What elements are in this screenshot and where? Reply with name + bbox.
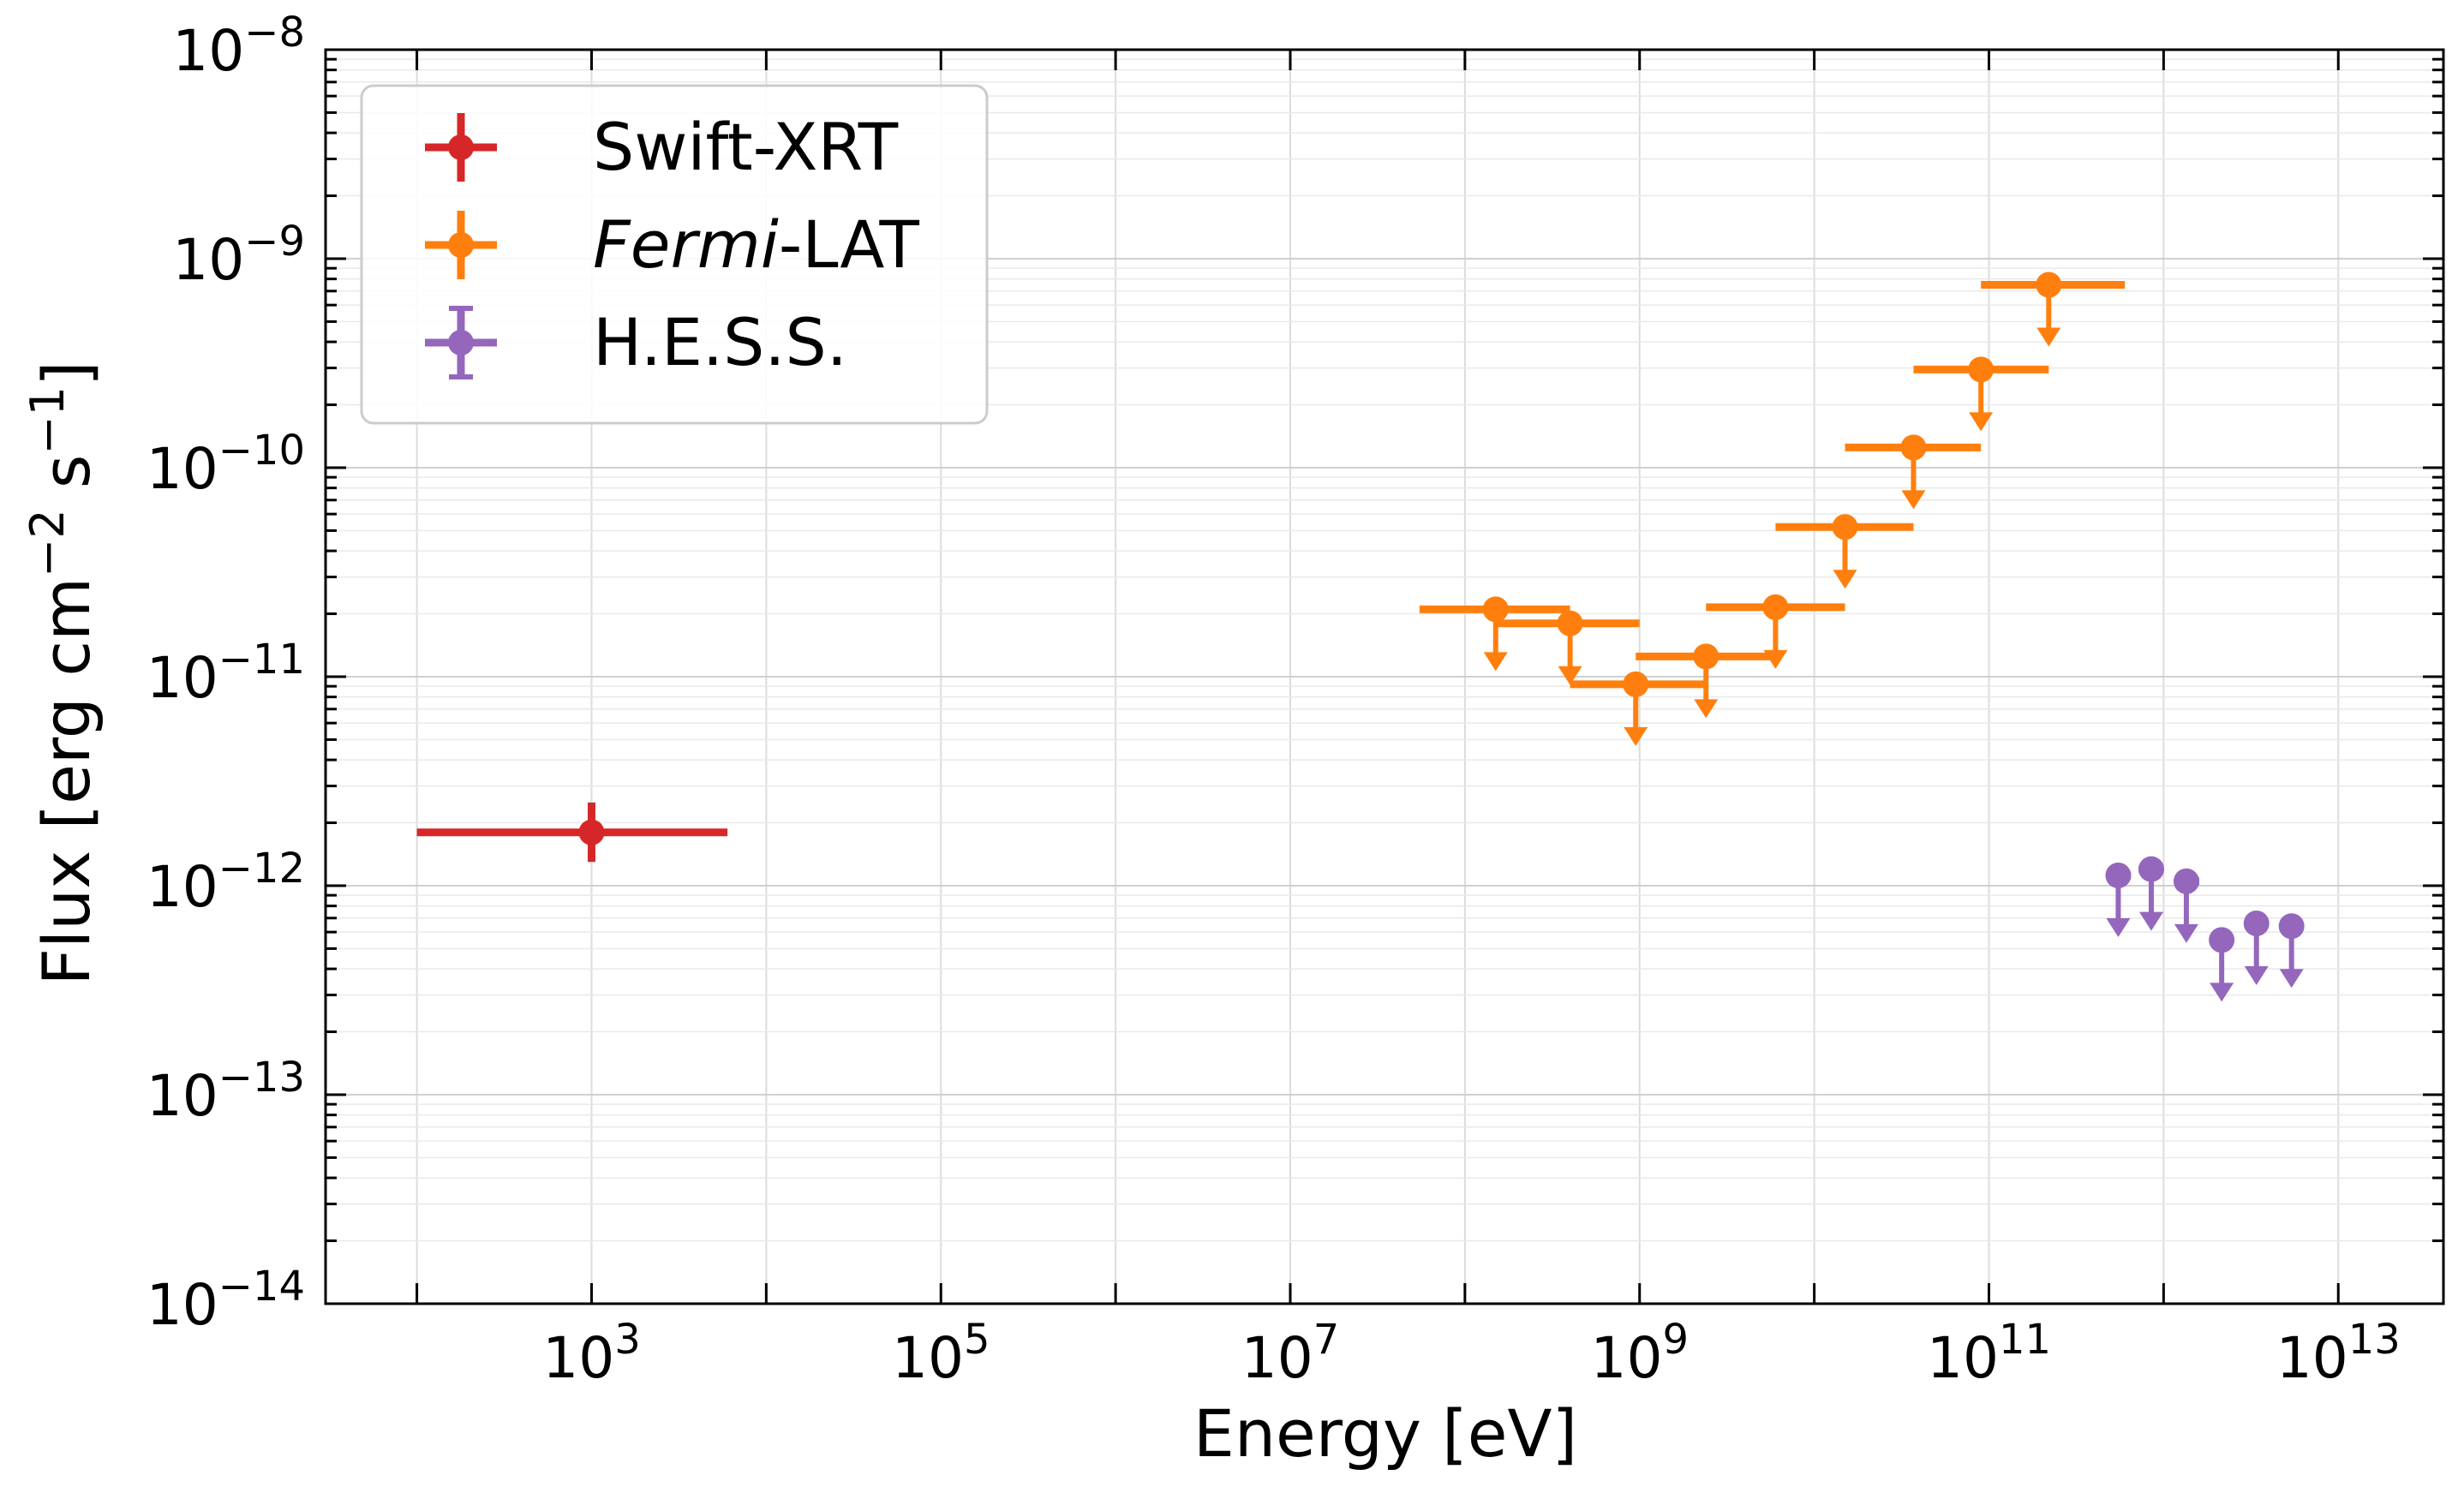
hess-marker: [2173, 868, 2199, 894]
plot-frame: [324, 48, 2445, 1305]
axis-tick-labels: 103 105 107 109 1011 1013 10−8 10−9 10−10 10−11 10…: [147, 9, 2401, 1391]
y-axis-label-base: Flux [erg cm: [28, 577, 105, 986]
hess-marker: [2278, 913, 2305, 940]
upper-limit-arrowhead: [1558, 666, 1582, 685]
fermi-data-point: [1706, 594, 1845, 669]
y-tick-label: 10−12: [147, 845, 305, 920]
upper-limit-arrowhead: [1483, 652, 1508, 672]
fermi-marker: [1968, 356, 1995, 383]
fermi-data-point: [1981, 272, 2126, 347]
legend-entries: Swift-XRT Fermi-LAT H.E.S.S.: [425, 109, 919, 380]
swift-data-point: [416, 802, 728, 863]
x-tick-label: 107: [1241, 1316, 1340, 1391]
hess-data-point: [2243, 911, 2270, 986]
fermi-marker: [2036, 272, 2062, 298]
upper-limit-arrowhead: [1624, 726, 1648, 746]
upper-limit-arrowhead: [2174, 923, 2198, 943]
fermi-data-point: [1570, 671, 1707, 746]
y-axis-label-exp1: −2: [21, 509, 75, 577]
hess-marker: [2243, 911, 2270, 937]
legend-entry-swift: Swift-XRT: [425, 109, 899, 185]
y-axis-label-mid: s: [28, 455, 105, 510]
legend-entry-fermi: Fermi-LAT: [425, 206, 919, 283]
legend-marker-dot: [448, 134, 474, 160]
fermi-data-point: [1845, 434, 1982, 510]
fermi-marker: [1623, 671, 1649, 697]
hess-data-point: [2173, 868, 2199, 943]
legend-label: Fermi-LAT: [593, 206, 919, 283]
y-tick-label: 10−14: [147, 1263, 305, 1338]
y-tick-label: 10−11: [147, 636, 305, 711]
upper-limit-arrowhead: [1694, 699, 1719, 719]
axis-ticks: [326, 48, 2443, 1305]
fermi-marker: [1482, 596, 1509, 623]
swift-marker: [578, 819, 605, 845]
fermi-data-point: [1495, 610, 1640, 685]
y-tick-label: 10−8: [172, 9, 305, 84]
x-axis-label: Energy [eV]: [1193, 1395, 1577, 1472]
hess-data-point: [2209, 927, 2235, 1002]
hess-data-point: [2105, 862, 2132, 937]
legend-label: Swift-XRT: [593, 109, 899, 185]
series-hess: [2105, 856, 2305, 1002]
upper-limit-arrowhead: [2106, 917, 2131, 937]
y-tick-label: 10−13: [147, 1054, 305, 1129]
legend-marker-dot: [448, 232, 474, 258]
x-tick-label: 1011: [1927, 1316, 2051, 1391]
legend: Swift-XRT Fermi-LAT H.E.S.S.: [360, 84, 989, 425]
fermi-marker: [1832, 514, 1858, 540]
upper-limit-arrowhead: [2244, 966, 2269, 986]
fermi-data-point: [1419, 596, 1570, 672]
hess-marker: [2138, 856, 2164, 882]
hess-data-point: [2278, 913, 2305, 988]
x-tick-label: 103: [542, 1316, 641, 1391]
y-tick-label: 10−9: [172, 218, 305, 293]
fermi-marker: [1900, 434, 1927, 461]
upper-limit-arrowhead: [1969, 412, 1994, 432]
hess-data-point: [2138, 856, 2164, 931]
series-fermi: [1419, 272, 2126, 746]
legend-frame: [360, 84, 989, 425]
y-axis-label-exp2: −1: [21, 386, 75, 455]
legend-label: H.E.S.S.: [593, 304, 847, 380]
hess-marker: [2209, 927, 2235, 953]
series-swift: [416, 802, 728, 863]
data-series: [416, 272, 2305, 1002]
upper-limit-arrowhead: [1763, 649, 1788, 669]
x-tick-label: 109: [1590, 1316, 1689, 1391]
fermi-data-point: [1913, 356, 2049, 432]
y-axis-label: Flux [erg cm−2 s−1]: [21, 361, 105, 985]
x-tick-label: 105: [892, 1316, 990, 1391]
fermi-marker: [1762, 594, 1789, 620]
legend-entry-hess: H.E.S.S.: [425, 304, 847, 380]
y-axis-label-end: ]: [28, 361, 105, 386]
fermi-marker: [1557, 610, 1583, 636]
upper-limit-arrowhead: [1833, 570, 1857, 589]
fermi-data-point: [1636, 643, 1776, 719]
fermi-data-point: [1775, 514, 1914, 589]
y-tick-label: 10−10: [147, 427, 305, 502]
upper-limit-arrowhead: [2279, 969, 2304, 988]
hess-marker: [2105, 862, 2132, 888]
upper-limit-arrowhead: [2210, 982, 2234, 1002]
fermi-marker: [1693, 643, 1719, 670]
upper-limit-arrowhead: [2138, 911, 2163, 931]
upper-limit-arrowhead: [2036, 327, 2061, 347]
x-tick-label: 1013: [2276, 1316, 2401, 1391]
legend-marker-dot: [448, 330, 474, 355]
upper-limit-arrowhead: [1901, 490, 1926, 510]
